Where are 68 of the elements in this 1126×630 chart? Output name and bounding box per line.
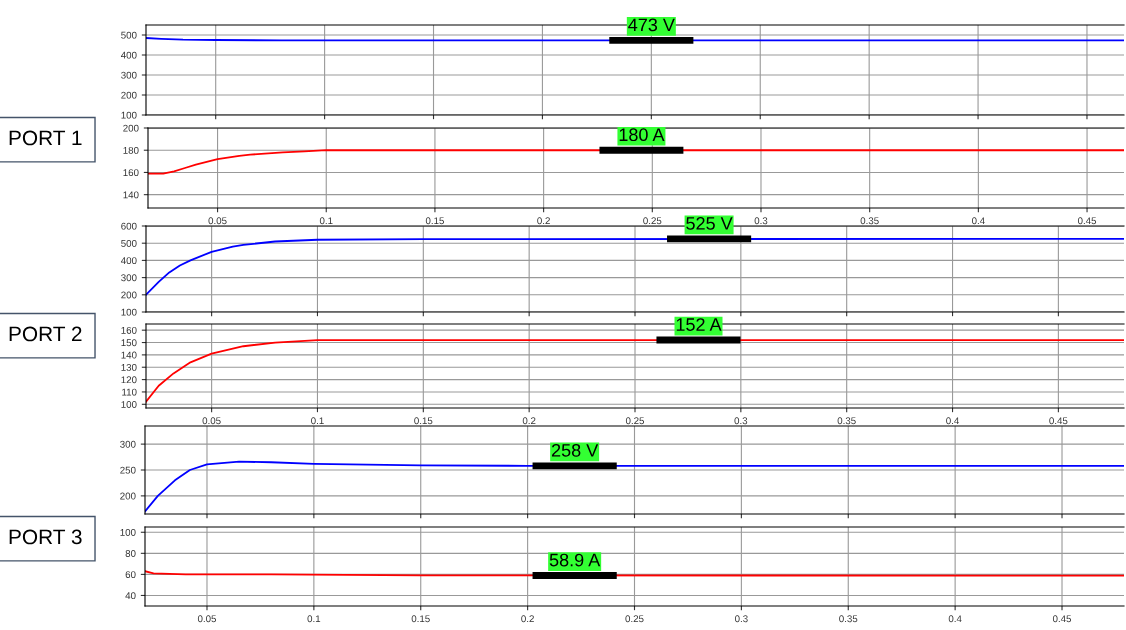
y-tick-label: 150 — [121, 339, 137, 347]
y-tick-label: 100 — [121, 308, 137, 316]
y-tick-label: 80 — [125, 550, 136, 557]
line-series — [148, 149, 1124, 175]
x-tick-label: 0.2 — [522, 417, 536, 425]
y-tick-label: 100 — [121, 111, 137, 119]
y-tick-label: 160 — [121, 326, 137, 334]
y-tick-label: 400 — [120, 51, 137, 59]
y-tick-label: 250 — [120, 466, 136, 474]
annotation: 152 A — [676, 318, 722, 331]
line-series — [146, 339, 1124, 403]
text: PORT 2 — [9, 326, 82, 342]
annotation: 525 V — [686, 216, 733, 230]
text: PORT 1 — [9, 130, 82, 146]
x-tick-label: 0.45 — [1049, 417, 1068, 425]
y-tick-label: 60 — [125, 571, 136, 579]
y-tick-label: 300 — [120, 440, 136, 448]
y-tick-label: 160 — [123, 169, 139, 177]
x-tick-label: 0.2 — [537, 217, 550, 225]
y-tick-label: 400 — [120, 257, 137, 265]
x-tick-label: 0.3 — [734, 417, 748, 425]
y-tick-label: 500 — [121, 239, 137, 247]
y-tick-label: 600 — [121, 222, 137, 230]
x-tick-label: 0.35 — [860, 217, 879, 225]
text: PORT 3 — [9, 529, 82, 545]
y-tick-label: 130 — [121, 363, 137, 371]
annotation: 58.9 A — [549, 553, 601, 567]
x-tick-label: 0.05 — [202, 417, 221, 425]
x-tick-label: 0.3 — [735, 615, 748, 623]
annotation: 180 A — [619, 128, 665, 142]
y-tick-label: 200 — [121, 291, 137, 299]
y-tick-label: 300 — [121, 71, 137, 79]
x-tick-label: 0.4 — [971, 217, 985, 225]
x-tick-label: 0.2 — [521, 615, 534, 623]
y-tick-label: 500 — [121, 31, 137, 39]
y-tick-label: 100 — [121, 401, 137, 408]
x-tick-label: 0.1 — [319, 217, 333, 225]
x-tick-label: 0.05 — [197, 615, 217, 623]
y-tick-label: 180 — [123, 146, 139, 154]
x-tick-label: 0.05 — [208, 217, 227, 225]
x-tick-label: 0.35 — [839, 615, 858, 623]
annotation: 473 V — [628, 18, 675, 32]
x-tick-label: 0.4 — [946, 417, 960, 425]
x-tick-label: 0.25 — [625, 417, 645, 425]
y-tick-label: 140 — [123, 191, 139, 199]
x-tick-label: 0.15 — [425, 217, 444, 225]
annotation: 258 V — [551, 443, 599, 457]
x-tick-label: 0.1 — [307, 615, 321, 623]
y-tick-label: 120 — [121, 376, 137, 384]
x-tick-label: 0.25 — [625, 615, 644, 623]
x-tick-label: 0.45 — [1077, 217, 1097, 225]
x-tick-label: 0.15 — [411, 615, 430, 623]
y-tick-label: 200 — [121, 91, 137, 99]
x-tick-label: 0.45 — [1052, 615, 1072, 623]
y-tick-label: 100 — [120, 529, 136, 536]
x-tick-label: 0.1 — [311, 417, 324, 425]
y-tick-label: 200 — [123, 124, 139, 132]
x-tick-label: 0.35 — [837, 417, 856, 425]
y-tick-label: 200 — [120, 492, 136, 500]
line-series — [146, 237, 1124, 296]
y-tick-label: 40 — [125, 592, 136, 600]
y-tick-label: 110 — [122, 388, 137, 396]
y-tick-label: 300 — [121, 274, 137, 282]
x-tick-label: 0.4 — [948, 615, 962, 623]
x-tick-label: 0.25 — [643, 217, 662, 225]
y-tick-label: 140 — [121, 351, 137, 359]
x-tick-label: 0.3 — [754, 217, 768, 225]
x-tick-label: 0.15 — [414, 417, 433, 425]
